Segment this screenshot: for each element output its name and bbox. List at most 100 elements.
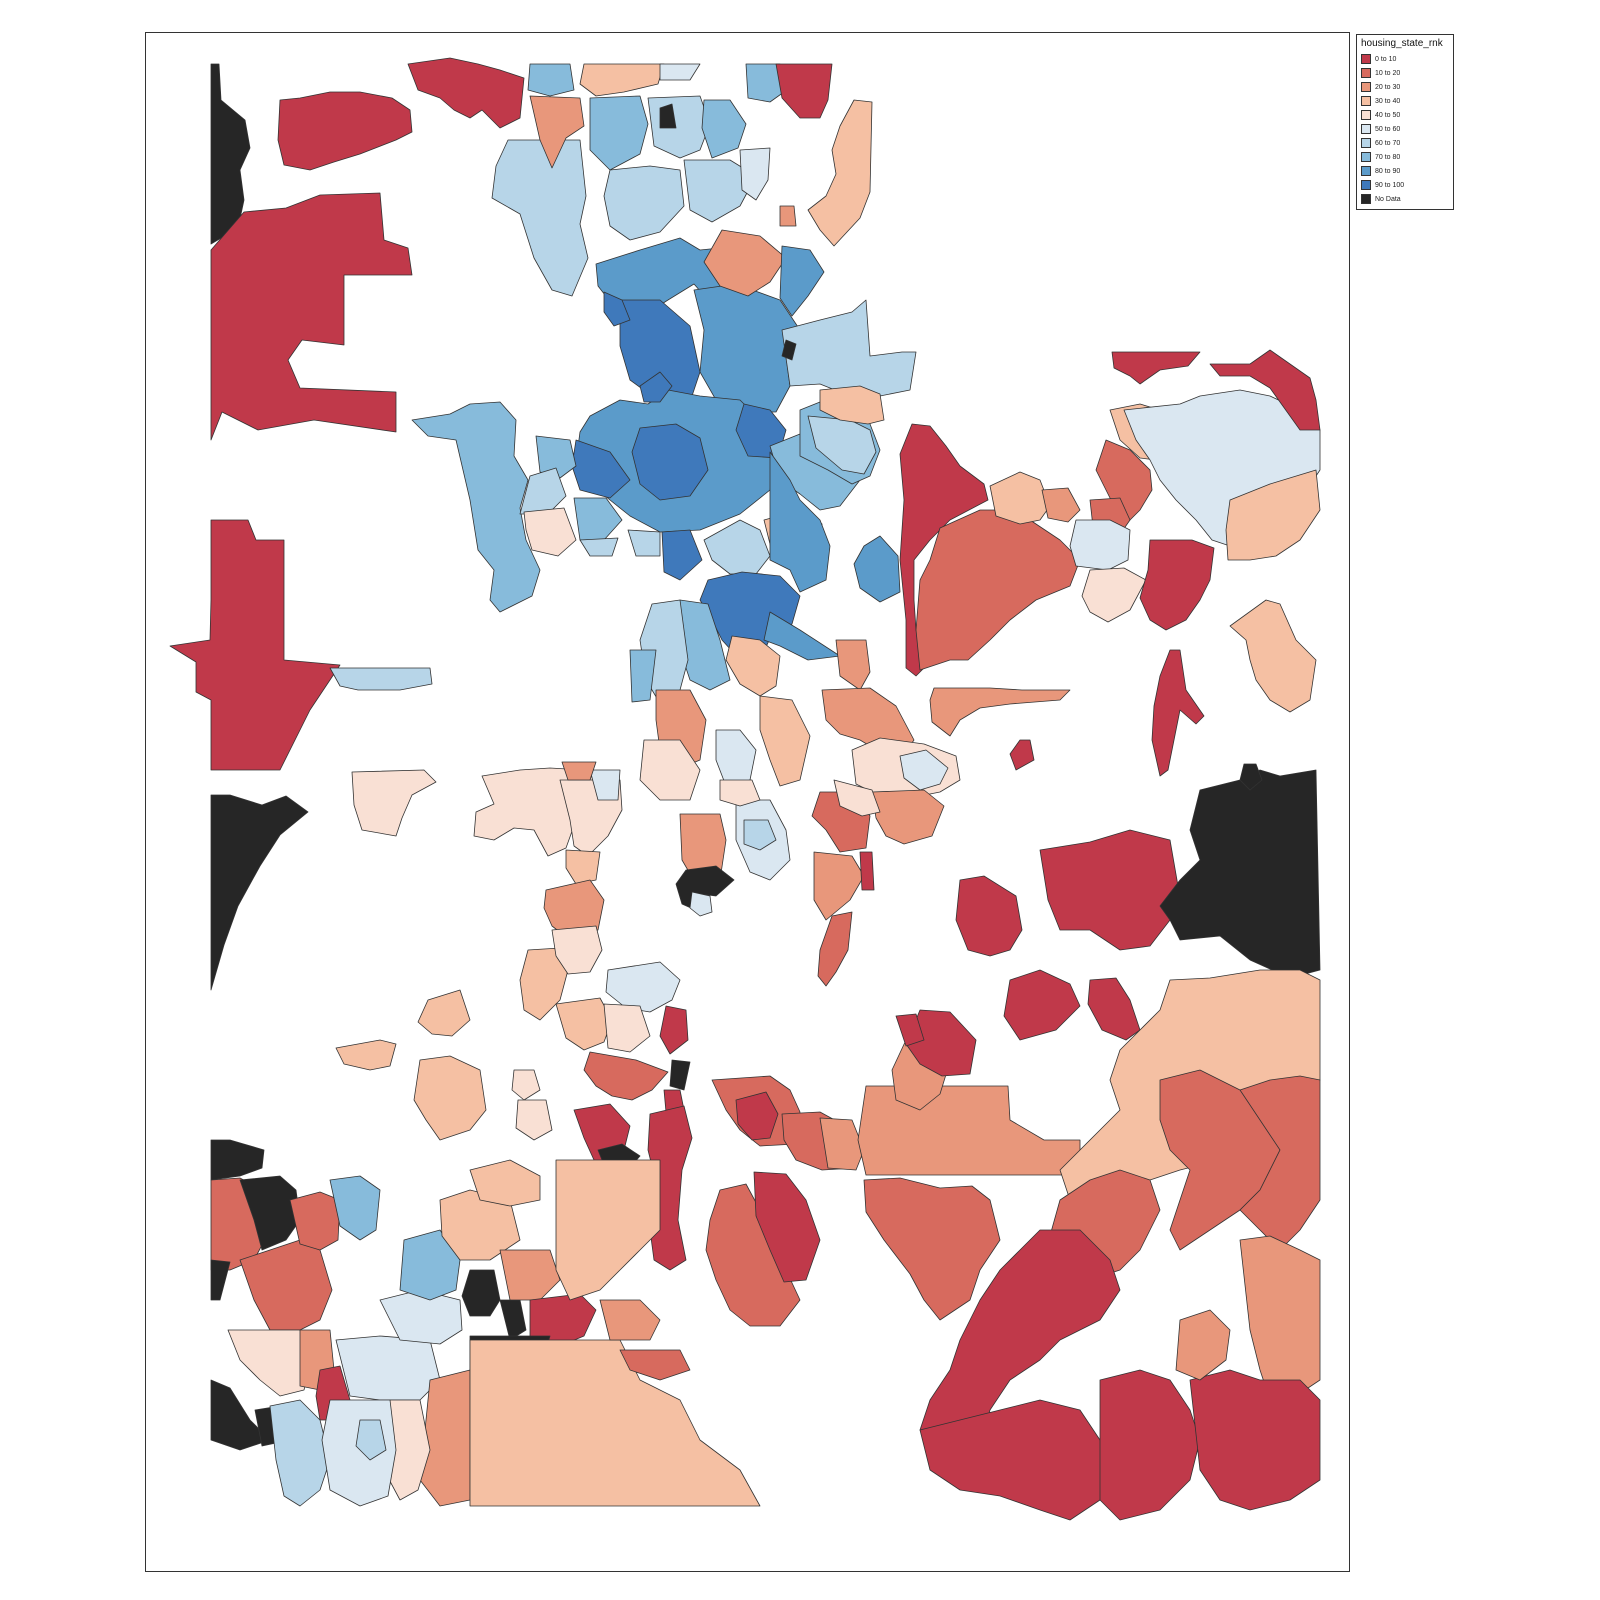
legend-swatch [1361,152,1371,162]
map-region [745,63,785,103]
map-region [859,851,875,891]
map-region [589,95,649,171]
map-region [693,283,801,413]
map-region [351,769,437,837]
legend-label: 70 to 80 [1375,153,1401,161]
map-region [759,695,811,787]
legend-label: 0 to 10 [1375,55,1397,63]
map-region [329,667,433,691]
legend-item: 70 to 80 [1361,150,1449,164]
legend-label: 50 to 60 [1375,125,1401,133]
legend-item: 20 to 30 [1361,80,1449,94]
map-region [669,1059,691,1091]
map-region [529,95,585,169]
map-region [753,1171,821,1283]
map-region [743,819,777,851]
map-region [763,611,841,661]
legend-label: No Data [1375,195,1401,203]
map-region [863,1177,1001,1321]
map-region [627,529,661,557]
map-region [703,229,787,297]
map-region [565,849,601,885]
legend-swatch [1361,138,1371,148]
map-region [210,1259,231,1301]
map-region [527,63,575,97]
map-region [1069,519,1131,571]
map-region [329,1175,381,1241]
map-region [1239,1235,1321,1401]
map-region [1003,969,1081,1041]
map-region [989,471,1051,525]
map-region [523,507,577,557]
map-region [1239,763,1263,791]
legend-swatch [1361,166,1371,176]
map-region [411,401,541,613]
map-region [589,769,621,801]
map-region [1225,469,1321,561]
map-region [689,891,713,917]
legend-title: housing_state_rnk [1361,38,1443,49]
map-region [1099,1369,1201,1521]
map-region [1009,739,1035,771]
map-region [715,729,757,787]
legend-label: 90 to 100 [1375,181,1405,189]
map-region [289,1191,341,1251]
map-legend: housing_state_rnk 0 to 10 10 to 20 20 to 3… [1356,34,1454,210]
map-region [631,423,709,501]
map-region [769,451,831,593]
map-region [739,147,771,201]
map-region [1041,487,1081,523]
legend-items: 0 to 10 10 to 20 20 to 30 30 to 40 40 to 50 5… [1361,52,1449,206]
map-region [915,509,1081,671]
map-region [813,851,865,921]
map-region [1111,351,1201,385]
map-region [781,299,917,401]
legend-swatch [1361,194,1371,204]
map-region [871,789,945,845]
map-region [603,1003,651,1053]
map-region [819,1117,865,1171]
map-region [779,245,825,317]
map-region [661,529,703,581]
map-region [807,99,873,247]
map-region [535,435,577,479]
legend-label: 20 to 30 [1375,83,1401,91]
map-region [239,1239,333,1331]
map-region [603,165,685,241]
map-region [1209,349,1321,431]
legend-swatch [1361,180,1371,190]
map-region [1081,567,1147,623]
map-region [629,649,657,703]
map-region [659,1005,689,1055]
map-region [735,1091,779,1141]
legend-item: 30 to 40 [1361,94,1449,108]
map-region [1229,599,1317,713]
map-region [683,159,757,223]
map-region [659,103,677,129]
legend-swatch [1361,82,1371,92]
legend-swatch [1361,96,1371,106]
map-region [277,91,413,171]
map-region [1151,649,1205,777]
map-region [647,95,711,159]
map-region [1159,769,1321,979]
map-region [519,467,567,515]
map-region [335,1039,397,1071]
map-region [461,1269,501,1317]
map-region [227,1329,313,1397]
legend-swatch [1361,54,1371,64]
map-region [639,371,673,403]
map-region [603,291,631,327]
map-region [1087,977,1141,1041]
map-region [210,794,309,991]
map-region [781,339,797,361]
map-region [321,1399,397,1507]
map-region [857,1085,1081,1176]
legend-item: No Data [1361,192,1449,206]
map-region [469,1339,761,1507]
legend-item: 80 to 90 [1361,164,1449,178]
map-region [775,63,833,119]
legend-item: 50 to 60 [1361,122,1449,136]
map-region [1039,829,1179,951]
